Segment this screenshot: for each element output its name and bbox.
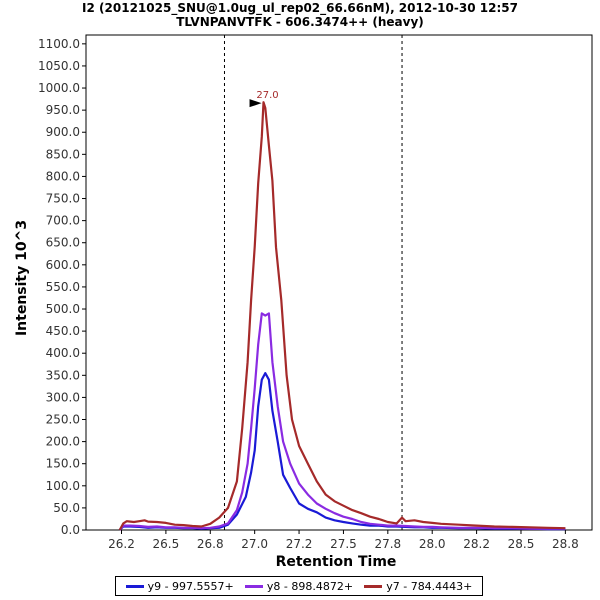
y-tick-label: 1050.0 — [38, 59, 80, 73]
y-tick-label: 50.0 — [53, 501, 80, 515]
chart-subtitle: TLVNPANVTFK - 606.3474++ (heavy) — [176, 15, 424, 29]
y-tick-label: 250.0 — [46, 413, 80, 427]
y-tick-label: 350.0 — [46, 368, 80, 382]
y-tick-label: 1000.0 — [38, 81, 80, 95]
y-tick-label: 850.0 — [46, 147, 80, 161]
legend-label-y9: y9 - 997.5557+ — [147, 579, 234, 593]
legend-label-y8: y8 - 898.4872+ — [266, 579, 354, 593]
y-tick-label: 400.0 — [46, 346, 80, 360]
legend: y9 - 997.5557+ y8 - 898.4872+ y7 - 784.4… — [115, 576, 483, 596]
y-tick-label: 600.0 — [46, 258, 80, 272]
legend-item-y8: y8 - 898.4872+ — [244, 579, 354, 593]
x-tick-label: 28.2 — [463, 537, 490, 551]
y-tick-label: 950.0 — [46, 103, 80, 117]
x-tick-label: 27.5 — [330, 537, 357, 551]
x-tick-label: 26.8 — [197, 537, 224, 551]
y-tick-label: 450.0 — [46, 324, 80, 338]
y-tick-label: 1100.0 — [38, 37, 80, 51]
legend-swatch-y9 — [125, 584, 144, 588]
series-line-1 — [118, 312, 566, 531]
y-tick-label: 150.0 — [46, 457, 80, 471]
series-line-2 — [118, 101, 566, 531]
legend-swatch-y7 — [364, 584, 383, 588]
legend-label-y7: y7 - 784.4443+ — [386, 579, 473, 593]
x-axis-label: Retention Time — [276, 554, 397, 570]
y-tick-label: 750.0 — [46, 192, 80, 206]
peak-marker-arrow — [249, 99, 262, 108]
chart-title: I2 (20121025_SNU@1.0ug_ul_rep02_66.66nM)… — [82, 1, 518, 15]
x-tick-label: 28.5 — [508, 537, 535, 551]
y-tick-label: 550.0 — [46, 280, 80, 294]
legend-item-y7: y7 - 784.4443+ — [364, 580, 472, 593]
y-tick-label: 800.0 — [46, 169, 80, 183]
x-tick-label: 27.2 — [286, 537, 313, 551]
x-tick-label: 26.2 — [108, 537, 135, 551]
y-tick-label: 700.0 — [46, 214, 80, 228]
peak-label: 27.0 — [256, 90, 278, 101]
legend-swatch-y8 — [244, 584, 263, 588]
x-tick-label: 28.8 — [552, 537, 579, 551]
y-axis-label: Intensity 10^3 — [14, 220, 30, 336]
x-tick-label: 27.8 — [374, 537, 401, 551]
x-tick-label: 26.5 — [153, 537, 180, 551]
y-tick-label: 300.0 — [46, 390, 80, 404]
legend-item-y9: y9 - 997.5557+ — [125, 579, 234, 593]
y-tick-label: 100.0 — [46, 479, 80, 493]
y-tick-label: 200.0 — [46, 435, 80, 449]
x-tick-label: 28.0 — [419, 537, 446, 551]
y-tick-label: 900.0 — [46, 125, 80, 139]
y-tick-label: 500.0 — [46, 302, 80, 316]
plot-frame — [85, 34, 593, 531]
y-tick-label: 0.0 — [61, 523, 80, 537]
x-tick-label: 27.0 — [241, 537, 268, 551]
y-tick-label: 650.0 — [46, 236, 80, 250]
